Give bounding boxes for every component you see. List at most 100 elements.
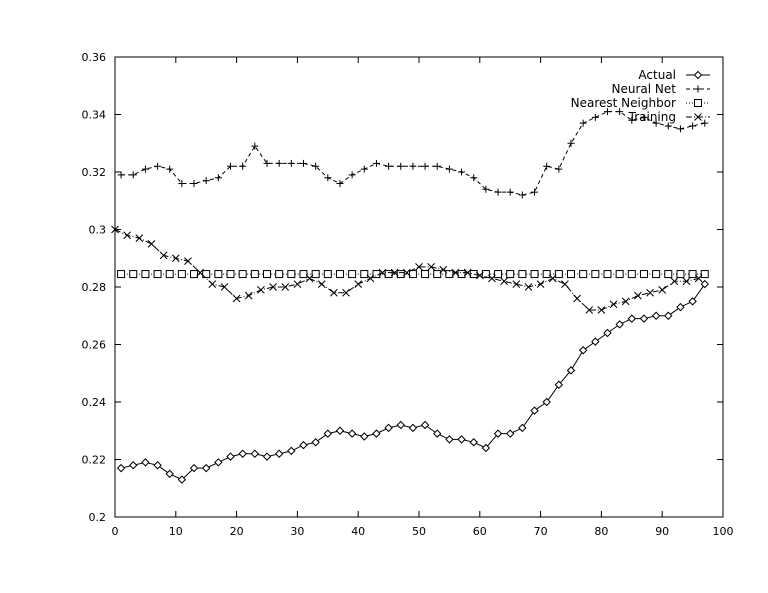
data-point-plus (239, 162, 247, 170)
data-point-cross (196, 268, 204, 277)
data-point-plus (385, 162, 393, 170)
data-point-diamond (335, 426, 345, 435)
data-point-plus (603, 108, 611, 116)
data-point-cross (694, 274, 703, 283)
data-point-cross (585, 306, 594, 314)
data-point-cross (512, 280, 521, 288)
data-point-square (226, 270, 235, 279)
data-point-plus (141, 165, 149, 173)
data-point-diamond (274, 449, 284, 458)
data-point-plus (190, 180, 198, 187)
data-point-square (165, 270, 174, 279)
data-point-diamond (129, 461, 138, 470)
y-tick-label: 0.22 (82, 454, 107, 467)
data-point-cross (475, 271, 484, 280)
data-point-square (299, 270, 308, 279)
data-point-square (591, 270, 600, 279)
data-point-square (348, 270, 357, 279)
data-point-cross (670, 277, 679, 286)
data-point-plus (154, 162, 162, 170)
data-point-diamond (457, 435, 466, 444)
data-point-plus (701, 119, 709, 127)
series-line (120, 283, 706, 481)
data-point-diamond (505, 429, 515, 438)
data-point-square (384, 270, 393, 279)
data-point-square (117, 270, 126, 279)
data-point-diamond (299, 440, 308, 450)
data-point-plus (616, 108, 624, 116)
x-tick-label: 60 (473, 525, 487, 538)
data-point-cross (694, 113, 702, 121)
data-point-square (238, 270, 247, 279)
data-point-diamond (554, 380, 564, 389)
data-point-plus (421, 162, 429, 170)
data-point-plus (518, 191, 526, 199)
data-point-diamond (238, 449, 247, 458)
series-actual (116, 279, 709, 484)
data-point-cross (658, 286, 667, 294)
data-point-diamond (323, 429, 333, 438)
data-point-square (567, 270, 575, 279)
data-point-cross (451, 268, 460, 277)
data-point-square (323, 270, 332, 279)
data-point-square (518, 270, 527, 279)
data-point-square (408, 270, 417, 279)
data-point-square (494, 270, 503, 279)
data-point-plus (348, 171, 356, 179)
data-point-cross (184, 257, 192, 265)
data-point-cross (123, 231, 132, 240)
data-point-diamond (445, 435, 454, 444)
data-point-cross (682, 277, 691, 286)
data-point-plus (275, 159, 283, 167)
data-point-square (506, 270, 515, 279)
data-point-square (396, 270, 405, 279)
x-tick-label: 100 (713, 525, 734, 538)
data-point-square (360, 270, 369, 279)
data-point-cross (208, 280, 217, 288)
data-point-square (664, 270, 673, 279)
series-neural-net (117, 108, 709, 199)
data-point-cross (415, 263, 423, 271)
x-tick-label: 0 (112, 525, 119, 538)
data-point-plus (506, 188, 514, 196)
data-point-cross (488, 274, 496, 283)
plot-frame (114, 56, 724, 518)
data-point-cross (439, 265, 448, 274)
data-point-square (688, 270, 697, 279)
data-point-diamond (408, 423, 418, 433)
data-point-diamond (639, 314, 649, 323)
data-point-square (335, 270, 344, 279)
x-tick-label: 90 (655, 525, 669, 538)
data-point-diamond (420, 420, 430, 430)
data-point-diamond (214, 458, 223, 467)
data-point-diamond (177, 475, 187, 484)
data-point-diamond (578, 346, 588, 355)
data-point-plus (482, 185, 490, 193)
data-point-plus (689, 122, 697, 130)
data-point-diamond (287, 446, 296, 456)
y-tick-label: 0.36 (82, 51, 107, 64)
legend-label: Nearest Neighbor (571, 96, 676, 110)
y-tick-label: 0.26 (82, 339, 107, 352)
data-point-plus (372, 159, 380, 167)
data-point-cross (500, 277, 508, 286)
data-point-cross (621, 297, 630, 306)
data-point-square (603, 270, 612, 279)
x-tick-label: 80 (594, 525, 608, 538)
data-point-square (250, 270, 259, 279)
data-point-square (700, 270, 709, 279)
data-point-diamond (165, 469, 174, 479)
data-point-cross (159, 251, 168, 260)
data-point-cross (317, 280, 326, 288)
data-point-cross (609, 300, 618, 309)
data-point-square (554, 270, 563, 279)
data-point-diamond (153, 461, 162, 470)
data-point-diamond (469, 438, 478, 447)
data-point-square (421, 270, 430, 279)
y-tick-label: 0.28 (82, 281, 107, 294)
data-point-square (445, 270, 454, 279)
data-point-plus (664, 122, 672, 130)
data-point-square (542, 270, 551, 279)
data-point-cross (561, 280, 569, 288)
